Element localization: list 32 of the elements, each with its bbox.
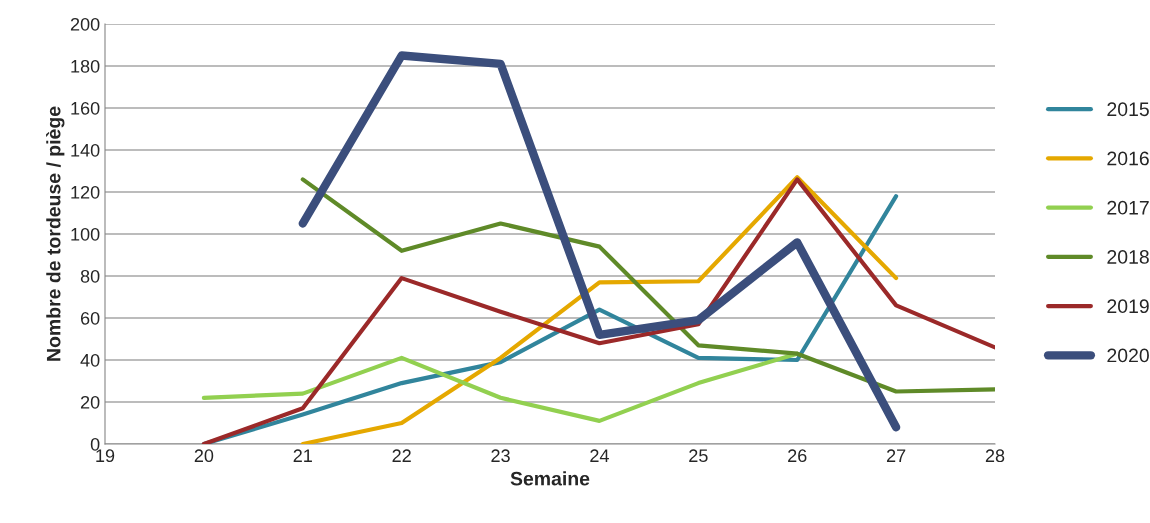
y-tick-label: 140 — [71, 143, 100, 157]
x-tick-label: 26 — [788, 449, 807, 463]
x-tick-label: 22 — [392, 449, 411, 462]
legend-label: 2019 — [1107, 299, 1149, 314]
y-tick-label: 40 — [80, 353, 100, 367]
y-tick-label: 120 — [71, 185, 100, 199]
legend-label: 2017 — [1107, 200, 1149, 215]
line-series — [300, 177, 995, 394]
x-tick-label: 21 — [293, 449, 312, 462]
x-tick-label: 23 — [491, 449, 510, 463]
y-tick-label: 0 — [90, 437, 100, 451]
legend-label: 2016 — [1107, 151, 1149, 166]
y-tick-label: 100 — [71, 227, 100, 241]
line-series — [201, 177, 995, 444]
x-tick-label: 28 — [985, 449, 1005, 463]
legend-label: 2015 — [1107, 102, 1149, 117]
legend-label: 2020 — [1107, 348, 1149, 363]
y-tick-label: 160 — [71, 101, 100, 115]
x-tick-label: 27 — [886, 449, 906, 462]
y-axis-title: Nombre de tordeuse / piège — [46, 106, 65, 361]
y-tick-label: 20 — [80, 395, 100, 409]
y-tick-label: 180 — [71, 59, 100, 73]
y-tick-label: 200 — [70, 17, 100, 31]
x-tick-label: 25 — [689, 449, 708, 463]
y-tick-label: 60 — [80, 311, 100, 325]
x-axis-title: Semaine — [510, 471, 590, 486]
x-tick-label: 20 — [194, 449, 214, 463]
x-tick-label: 19 — [96, 449, 115, 463]
y-tick-label: 80 — [80, 269, 100, 283]
line-series — [300, 175, 899, 444]
legend-label: 2018 — [1107, 250, 1149, 264]
x-tick-label: 24 — [590, 449, 609, 462]
